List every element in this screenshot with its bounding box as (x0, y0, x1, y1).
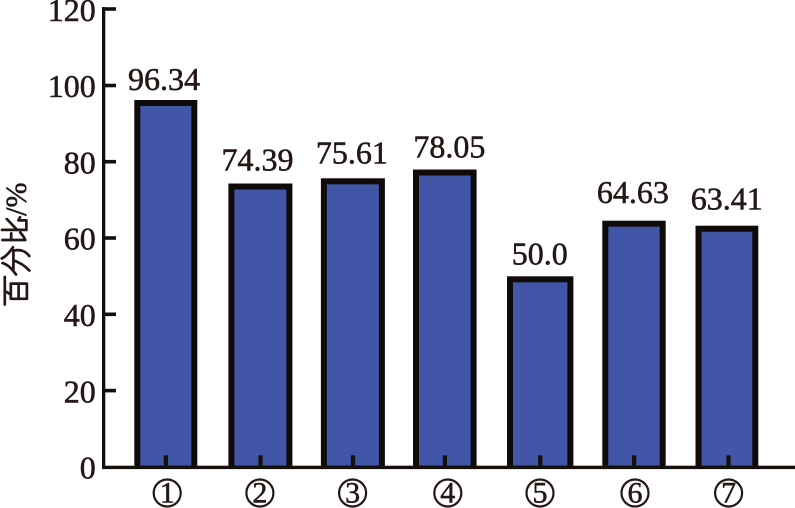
svg-text:4: 4 (440, 477, 455, 508)
svg-text:80: 80 (64, 144, 96, 180)
svg-text:60: 60 (64, 221, 96, 257)
svg-text:0: 0 (80, 449, 96, 485)
svg-text:7: 7 (721, 477, 736, 508)
svg-text:64.63: 64.63 (597, 174, 669, 210)
svg-text:100: 100 (48, 68, 96, 104)
svg-text:96.34: 96.34 (128, 61, 200, 97)
svg-text:120: 120 (48, 0, 96, 28)
svg-text:78.05: 78.05 (413, 128, 485, 164)
svg-text:40: 40 (64, 297, 96, 333)
svg-text:63.41: 63.41 (691, 180, 763, 216)
svg-text:6: 6 (628, 477, 643, 508)
svg-text:20: 20 (64, 373, 96, 409)
svg-text:/%: /% (0, 182, 33, 215)
svg-text:75.61: 75.61 (316, 134, 388, 170)
svg-text:1: 1 (160, 477, 175, 508)
svg-text:2: 2 (252, 477, 267, 508)
svg-text:5: 5 (533, 477, 548, 508)
svg-text:3: 3 (345, 477, 360, 508)
svg-text:50.0: 50.0 (512, 236, 568, 272)
svg-text:74.39: 74.39 (222, 142, 294, 178)
